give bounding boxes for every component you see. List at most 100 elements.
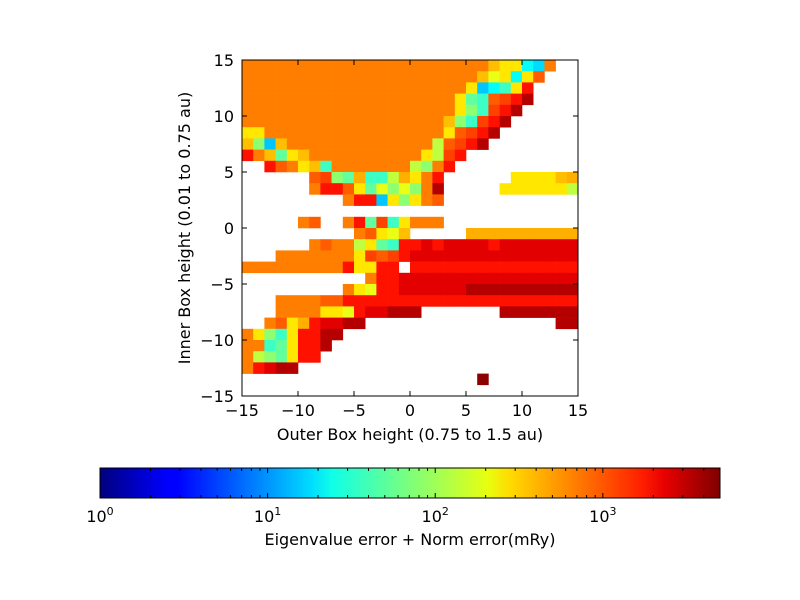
- colorbar-frame: [99, 467, 721, 499]
- heatmap-cell: [398, 138, 411, 150]
- heatmap-cell: [443, 149, 456, 162]
- heatmap-cell: [342, 295, 355, 307]
- heatmap-cell: [522, 261, 534, 274]
- heatmap-cell: [466, 250, 478, 262]
- heatmap-cell: [499, 306, 512, 318]
- heatmap-cell: [320, 295, 332, 307]
- heatmap-cell: [320, 183, 332, 195]
- heatmap-cell: [477, 138, 489, 150]
- heatmap-cell: [275, 261, 288, 274]
- heatmap-cell: [488, 272, 500, 285]
- heatmap-cell: [286, 351, 299, 363]
- heatmap-cell: [275, 295, 288, 307]
- heatmap-cell: [309, 306, 321, 318]
- heatmap-cell: [522, 295, 534, 307]
- heatmap-cell: [410, 172, 422, 184]
- heatmap-cell: [376, 284, 388, 296]
- heatmap-cell: [286, 261, 299, 274]
- heatmap-cell: [510, 261, 523, 274]
- heatmap-cell: [354, 183, 366, 195]
- heatmap-cell: [376, 104, 388, 117]
- heatmap-cell: [477, 373, 489, 386]
- heatmap-cell: [331, 127, 344, 139]
- heatmap-cell: [387, 194, 400, 206]
- heatmap-cell: [342, 172, 355, 184]
- heatmap-cell: [454, 261, 467, 274]
- heatmap-cell: [387, 116, 400, 128]
- heatmap-cell: [510, 239, 523, 251]
- heatmap-cell: [331, 149, 344, 162]
- heatmap-cell: [421, 82, 433, 94]
- heatmap-cell: [354, 116, 366, 128]
- heatmap-cell: [275, 340, 288, 352]
- heatmap-cell: [387, 272, 400, 285]
- heatmap-cell: [342, 71, 355, 83]
- heatmap-cell: [320, 160, 332, 173]
- heatmap-cell: [522, 228, 534, 240]
- heatmap-cell: [342, 116, 355, 128]
- heatmap-cell: [421, 216, 433, 229]
- heatmap-cell: [264, 138, 276, 150]
- heatmap-cell: [477, 261, 489, 274]
- heatmap-cell: [275, 250, 288, 262]
- heatmap-cell: [566, 228, 579, 240]
- heatmap-cell: [544, 295, 556, 307]
- heatmap-cell: [566, 261, 579, 274]
- heatmap-cell: [309, 93, 321, 106]
- heatmap-cell: [275, 351, 288, 363]
- heatmap-cell: [387, 261, 400, 274]
- colorbar-ticks: 100 101 102 103: [86, 468, 721, 526]
- heatmap-cell: [376, 295, 388, 307]
- heatmap-cell: [398, 228, 411, 240]
- heatmap-cell: [354, 228, 366, 240]
- heatmap-cell: [454, 239, 467, 251]
- heatmap-cell: [354, 127, 366, 139]
- heatmap-cell: [466, 295, 478, 307]
- heatmap-cell: [376, 306, 388, 318]
- heatmap-cell: [331, 172, 344, 184]
- heatmap-cell: [398, 82, 411, 94]
- heatmap-cell: [354, 216, 366, 229]
- heatmap-cell: [477, 104, 489, 117]
- heatmap-cell: [510, 250, 523, 262]
- heatmap-cell: [454, 127, 467, 139]
- heatmap-cell: [253, 351, 265, 363]
- heatmap-cell: [443, 138, 456, 150]
- heatmap-cell: [275, 127, 288, 139]
- heatmap-cell: [376, 250, 388, 262]
- heatmap-cell: [477, 127, 489, 139]
- heatmap-cell: [522, 82, 534, 94]
- heatmap-cell: [387, 172, 400, 184]
- heatmap-cell: [342, 60, 355, 72]
- heatmap-cell: [253, 93, 265, 106]
- heatmap-cell: [443, 284, 456, 296]
- x-tick-label: 5: [461, 401, 471, 420]
- heatmap-cell: [443, 60, 456, 72]
- heatmap-cell: [466, 60, 478, 72]
- heatmap-cell: [488, 104, 500, 117]
- heatmap-cell: [522, 172, 534, 184]
- heatmap-cell: [320, 328, 332, 341]
- heatmap-cell: [242, 328, 254, 341]
- x-tick-label: 10: [512, 401, 532, 420]
- heatmap-cell: [253, 60, 265, 72]
- heatmap-cell: [544, 172, 556, 184]
- heatmap-cell: [354, 284, 366, 296]
- heatmap-cell: [342, 194, 355, 206]
- heatmap-cell: [387, 60, 400, 72]
- heatmap-cell: [432, 216, 444, 229]
- heatmap-cell: [275, 362, 288, 374]
- heatmap-cell: [320, 60, 332, 72]
- colorbar-label: Eigenvalue error + Norm error(mRy): [264, 530, 555, 549]
- heatmap-cell: [387, 306, 400, 318]
- heatmap-cell: [331, 183, 344, 195]
- heatmap-cell: [398, 216, 411, 229]
- heatmap-cell: [466, 228, 478, 240]
- heatmap-cell: [566, 284, 579, 296]
- heatmap-cell: [376, 261, 388, 274]
- heatmap-cell: [398, 284, 411, 296]
- heatmap-cell: [522, 272, 534, 285]
- heatmap-cell: [354, 149, 366, 162]
- heatmap-cell: [298, 261, 310, 274]
- heatmap-cell: [309, 138, 321, 150]
